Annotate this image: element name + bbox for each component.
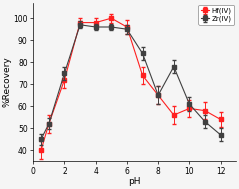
Legend: Hf(IV), Zr(IV): Hf(IV), Zr(IV) — [198, 5, 234, 25]
X-axis label: pH: pH — [129, 177, 141, 186]
Y-axis label: %Recovery: %Recovery — [3, 57, 12, 107]
